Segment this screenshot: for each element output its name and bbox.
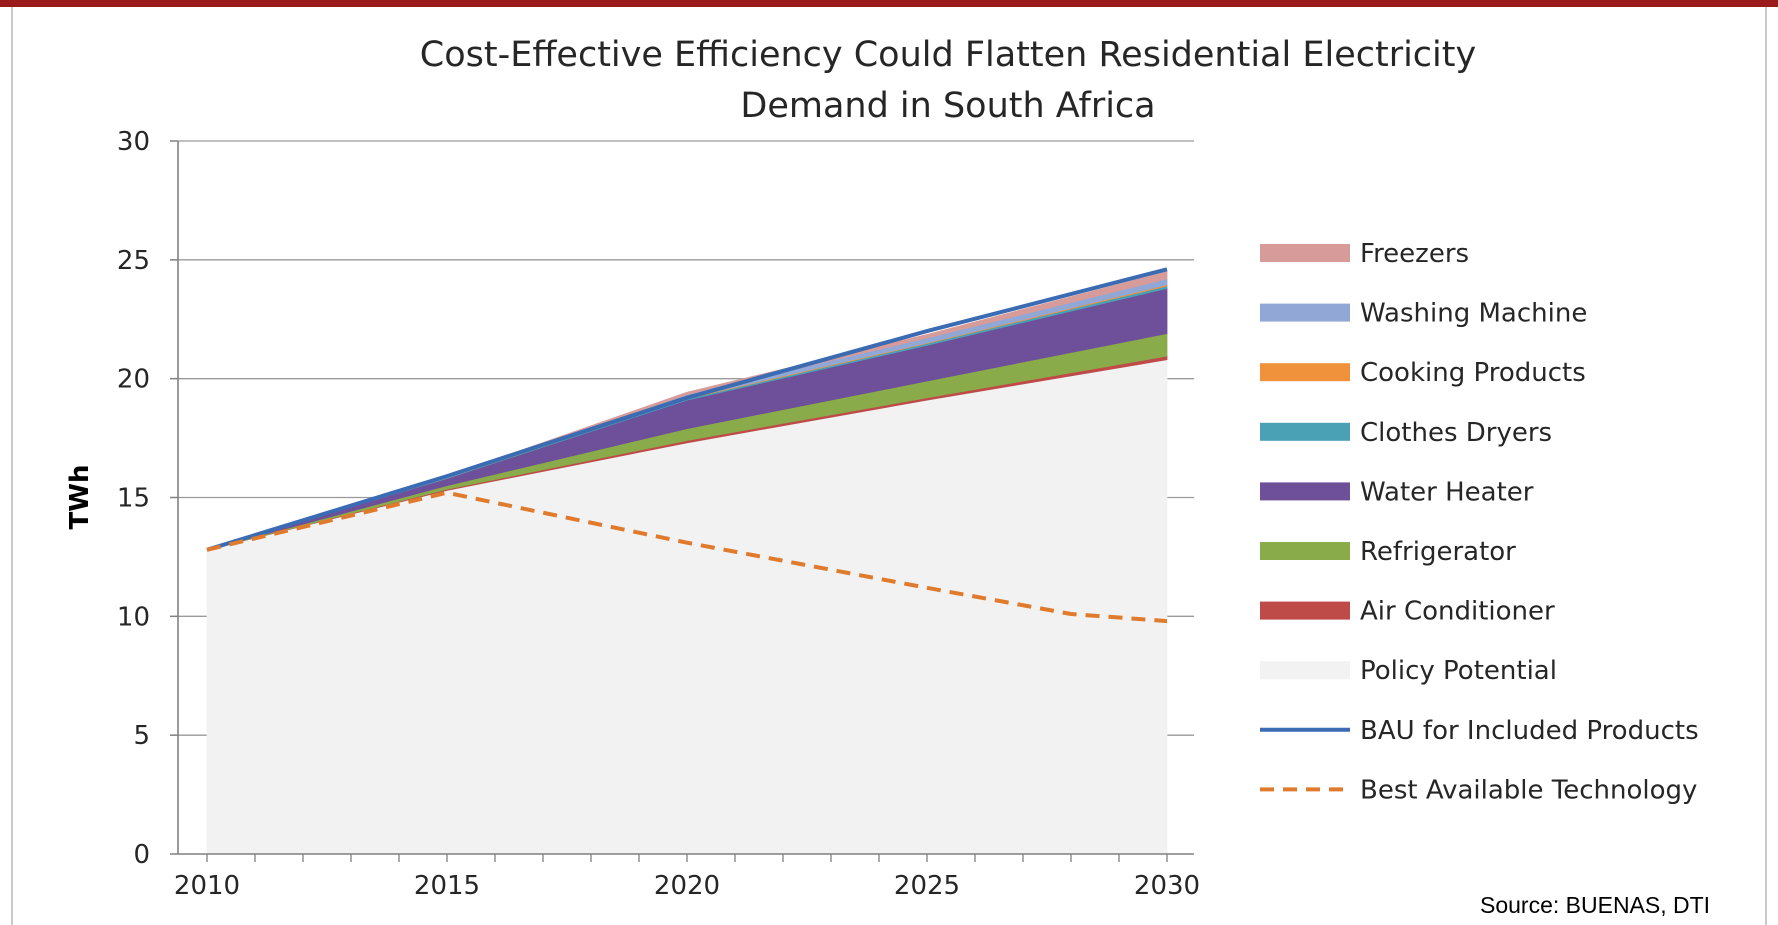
line-bau-for-included-products (206, 267, 1168, 552)
legend-label-refrigerator: Refrigerator (1360, 537, 1516, 567)
legend-label-washing-machine: Washing Machine (1360, 299, 1587, 329)
legend: Freezers Washing Machine Cooking Products C… (1260, 239, 1699, 805)
y-axis-label: TWh (65, 465, 95, 530)
legend-label-clothes-dryers: Clothes Dryers (1360, 418, 1552, 448)
x-tick-label-2010: 2010 (174, 871, 240, 901)
legend-swatch-cooking-products (1260, 363, 1350, 382)
x-tick-label-2030: 2030 (1134, 871, 1200, 901)
legend-label-freezers: Freezers (1360, 239, 1469, 269)
legend-label-water-heater: Water Heater (1360, 477, 1534, 507)
y-tick-label-5: 5 (133, 721, 150, 751)
legend-swatch-air-conditioner (1260, 601, 1350, 620)
legend-label-cooking-products: Cooking Products (1360, 358, 1586, 388)
y-tick-label-20: 20 (117, 365, 150, 395)
legend-label-policy-potential: Policy Potential (1360, 656, 1557, 686)
legend-swatch-washing-machine (1260, 303, 1350, 322)
frame-border-left (11, 7, 13, 925)
series-lines (206, 267, 1168, 624)
legend-label-air-conditioner: Air Conditioner (1360, 597, 1555, 627)
x-tick-label-2025: 2025 (894, 871, 960, 901)
legend-swatch-refrigerator (1260, 542, 1350, 560)
y-tick-label-0: 0 (133, 840, 150, 870)
y-tick-label-10: 10 (117, 602, 150, 632)
x-tick-label-2020: 2020 (654, 871, 720, 901)
legend-swatch-clothes-dryers (1260, 422, 1350, 441)
source-note: Source: BUENAS, DTI (1480, 892, 1711, 918)
frame-border-right (1765, 7, 1767, 925)
line-best-available-technology (206, 490, 1168, 624)
legend-swatch-water-heater (1260, 482, 1350, 501)
y-tick-label-25: 25 (117, 246, 150, 276)
stacked-areas (206, 271, 1168, 855)
chart-title-line-2: Demand in South Africa (740, 86, 1155, 126)
y-tick-label-15: 15 (117, 484, 150, 514)
chart-title-line-1: Cost-Effective Efficiency Could Flatten … (420, 35, 1476, 75)
header-rule (0, 0, 1778, 7)
y-tick-label-30: 30 (117, 127, 150, 157)
legend-label-bau-for-included-products: BAU for Included Products (1360, 716, 1699, 746)
x-tick-label-2015: 2015 (414, 871, 480, 901)
legend-swatch-policy-potential (1260, 661, 1350, 680)
legend-label-best-available-technology: Best Available Technology (1360, 775, 1697, 805)
legend-swatch-freezers (1260, 244, 1350, 262)
